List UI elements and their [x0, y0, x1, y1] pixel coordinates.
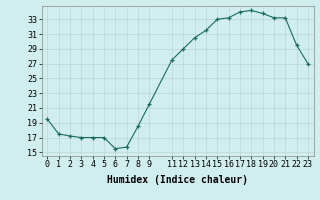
X-axis label: Humidex (Indice chaleur): Humidex (Indice chaleur) — [107, 175, 248, 185]
